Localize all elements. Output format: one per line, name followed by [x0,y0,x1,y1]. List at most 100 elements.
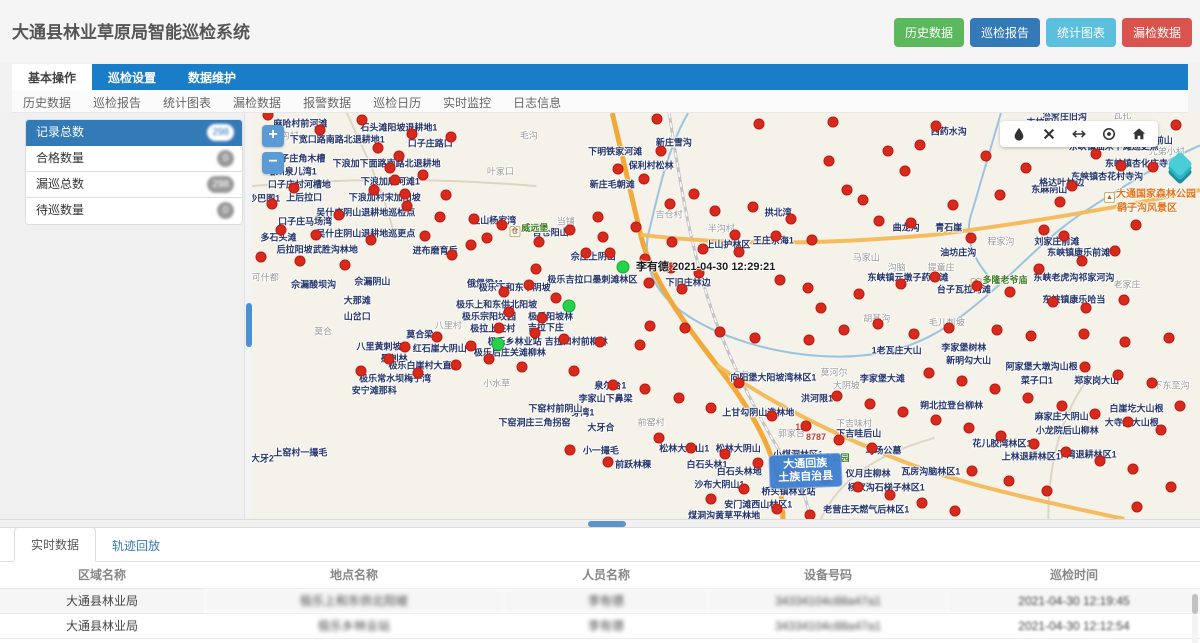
red-marker[interactable] [1020,162,1032,174]
red-marker[interactable] [914,139,926,151]
red-marker[interactable] [399,341,411,353]
red-marker[interactable] [1127,463,1139,475]
red-marker[interactable] [1076,255,1087,267]
red-marker[interactable] [1004,286,1016,298]
red-marker[interactable] [827,116,839,128]
red-marker[interactable] [1119,336,1131,348]
red-marker[interactable] [857,194,868,206]
locate-icon[interactable] [1094,123,1124,145]
measure-icon[interactable] [1064,123,1094,145]
red-marker[interactable] [372,142,384,153]
red-marker[interactable] [440,189,452,201]
red-marker[interactable] [523,279,535,291]
red-marker[interactable] [1038,224,1050,236]
red-marker[interactable] [288,182,300,194]
red-marker[interactable] [262,113,274,121]
layers-icon[interactable] [1166,151,1194,185]
submenu-item-1[interactable]: 巡检报告 [93,96,142,110]
red-marker[interactable] [693,267,705,279]
red-marker[interactable] [383,353,395,365]
red-marker[interactable] [365,234,376,246]
red-marker[interactable] [255,251,267,263]
red-marker[interactable] [1170,119,1182,131]
red-marker[interactable] [266,198,278,210]
red-marker[interactable] [1028,438,1040,450]
red-marker[interactable] [947,199,959,211]
red-marker[interactable] [771,503,783,515]
red-marker[interactable] [853,288,865,300]
red-marker[interactable] [355,365,367,377]
red-marker[interactable] [275,224,287,236]
red-marker[interactable] [516,361,528,373]
main-tab-0[interactable]: 基本操作 [12,64,93,90]
red-marker[interactable] [833,434,845,446]
red-marker[interactable] [399,188,411,200]
red-marker[interactable] [899,165,911,177]
zoom-in-button[interactable]: + [262,125,284,147]
red-marker[interactable] [714,326,726,338]
submenu-item-4[interactable]: 报警数据 [303,96,352,110]
red-marker[interactable] [612,163,624,175]
submenu-item-2[interactable]: 统计图表 [163,96,212,110]
red-marker[interactable] [800,420,812,432]
red-marker[interactable] [1090,148,1102,160]
red-marker[interactable] [592,211,604,223]
red-marker[interactable] [564,224,576,236]
red-marker[interactable] [630,221,642,233]
red-marker[interactable] [943,322,955,334]
green-marker[interactable] [491,337,505,351]
red-marker[interactable] [1163,332,1175,344]
red-marker[interactable] [679,322,691,334]
red-marker[interactable] [431,331,443,343]
red-marker[interactable] [666,236,678,248]
red-marker[interactable] [1054,196,1066,208]
red-marker[interactable] [916,497,928,509]
history-data-button[interactable]: 历史数据 [893,18,964,47]
red-marker[interactable] [929,271,941,283]
red-marker[interactable] [356,114,368,126]
red-marker[interactable] [963,422,975,434]
green-marker[interactable] [562,299,576,313]
red-marker[interactable] [719,448,731,460]
red-marker[interactable] [966,465,978,477]
summary-item-0[interactable]: 记录总数 298 [26,120,242,146]
red-marker[interactable] [333,209,345,220]
red-marker[interactable] [1078,328,1090,340]
red-marker[interactable] [503,306,515,318]
bottom-tab-0[interactable]: 实时数据 [14,527,97,562]
red-marker[interactable] [1066,180,1078,192]
map-horizontal-scrollbar-thumb[interactable] [588,521,627,527]
home-icon[interactable] [1124,123,1154,145]
red-marker[interactable] [884,489,896,501]
red-marker[interactable] [815,302,827,314]
red-marker[interactable] [412,367,424,379]
red-marker[interactable] [923,367,935,379]
red-marker[interactable] [536,312,548,324]
red-marker[interactable] [673,392,685,404]
close-icon[interactable] [1034,123,1064,145]
red-marker[interactable] [989,383,1001,395]
red-marker[interactable] [384,162,396,174]
map[interactable]: 汪沟村 毛沟 叶家口 当铺 吉仓村 半沟村 马家山 可什都 莫合 八里村 莫河尔 小水草 前窑村 良教乡郭… [252,113,1200,519]
table-scrollbar[interactable] [1192,594,1198,643]
red-marker[interactable] [419,230,431,242]
red-marker[interactable] [995,430,1007,442]
table-row[interactable]: 大通县林业局 极乐乡林业站 李有德 34334104c88a47a1 2021-04-3… [0,613,1200,639]
red-marker[interactable] [639,253,651,265]
red-marker[interactable] [806,234,818,246]
red-marker[interactable] [310,229,322,241]
main-tab-2[interactable]: 数据维护 [188,70,237,85]
red-marker[interactable] [676,283,688,295]
missed-data-button[interactable]: 漏检数据 [1121,18,1192,47]
sidebar-scrollbar[interactable] [244,113,252,519]
red-marker[interactable] [607,379,619,391]
red-marker[interactable] [450,359,462,371]
red-marker[interactable] [685,442,697,454]
red-marker[interactable] [294,255,306,267]
summary-item-1[interactable]: 合格数量 0 [26,146,242,172]
red-marker[interactable] [655,145,667,157]
red-marker[interactable] [314,124,326,136]
red-marker[interactable] [1080,302,1092,314]
statistics-chart-button[interactable]: 统计图表 [1045,18,1116,47]
red-marker[interactable] [882,145,894,157]
